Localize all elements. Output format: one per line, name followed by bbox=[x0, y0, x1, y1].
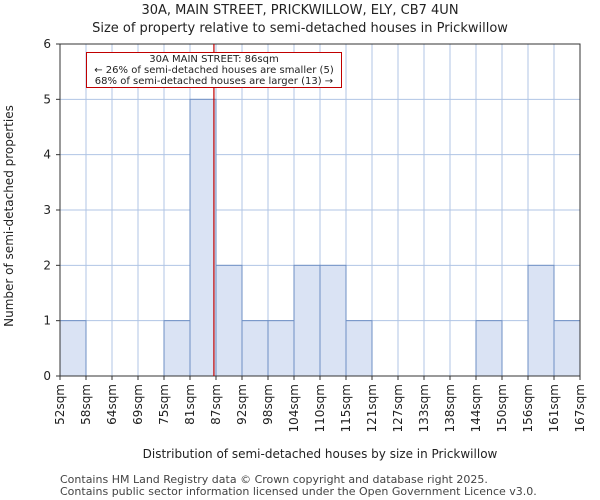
x-tick-label: 64sqm bbox=[105, 384, 119, 425]
x-tick-label: 75sqm bbox=[157, 384, 171, 425]
x-tick-label: 110sqm bbox=[313, 384, 327, 432]
x-tick-label: 92sqm bbox=[235, 384, 249, 425]
x-tick-label: 127sqm bbox=[391, 384, 405, 432]
histogram-bar bbox=[527, 264, 555, 377]
histogram-bar bbox=[189, 98, 217, 377]
histogram-bar bbox=[267, 320, 295, 377]
x-tick-label: 121sqm bbox=[365, 384, 379, 432]
x-tick-label: 58sqm bbox=[79, 384, 93, 425]
property-annotation-box: 30A MAIN STREET: 86sqm ← 26% of semi-det… bbox=[86, 52, 342, 88]
x-tick-label: 156sqm bbox=[521, 384, 535, 432]
y-tick-label: 4 bbox=[43, 148, 51, 162]
histogram-bar bbox=[319, 264, 347, 377]
x-tick-label: 167sqm bbox=[573, 384, 587, 432]
y-tick-label: 1 bbox=[43, 314, 51, 328]
x-tick-label: 69sqm bbox=[131, 384, 145, 425]
x-tick-label: 133sqm bbox=[417, 384, 431, 432]
x-tick-label: 144sqm bbox=[469, 384, 483, 432]
histogram-bar bbox=[553, 320, 581, 377]
x-tick-label: 52sqm bbox=[53, 384, 67, 425]
y-tick-label: 6 bbox=[43, 37, 51, 51]
y-tick-label: 5 bbox=[43, 92, 51, 106]
x-tick-label: 98sqm bbox=[261, 384, 275, 425]
footer-licence: Contains public sector information licen… bbox=[60, 485, 537, 498]
chart-subtitle: Size of property relative to semi-detach… bbox=[92, 21, 508, 36]
x-axis-label: Distribution of semi-detached houses by … bbox=[143, 447, 498, 461]
histogram-bar bbox=[475, 320, 503, 377]
x-tick-label: 161sqm bbox=[547, 384, 561, 432]
histogram-bar bbox=[241, 320, 269, 377]
y-axis-label: Number of semi-detached properties bbox=[2, 105, 16, 327]
x-tick-label: 150sqm bbox=[495, 384, 509, 432]
y-tick-label: 3 bbox=[43, 203, 51, 217]
x-tick-label: 104sqm bbox=[287, 384, 301, 432]
y-tick-label: 0 bbox=[43, 369, 51, 383]
x-tick-label: 81sqm bbox=[183, 384, 197, 425]
histogram-bar bbox=[215, 264, 243, 377]
x-tick-label: 138sqm bbox=[443, 384, 457, 432]
annotation-line-larger: 68% of semi-detached houses are larger (… bbox=[94, 76, 334, 87]
histogram-bar bbox=[163, 320, 191, 377]
annotation-line-property: 30A MAIN STREET: 86sqm bbox=[149, 54, 279, 65]
x-tick-label: 115sqm bbox=[339, 384, 353, 432]
histogram-bar bbox=[345, 320, 373, 377]
histogram-bar bbox=[293, 264, 321, 377]
annotation-line-smaller: ← 26% of semi-detached houses are smalle… bbox=[94, 65, 334, 76]
chart-title: 30A, MAIN STREET, PRICKWILLOW, ELY, CB7 … bbox=[141, 3, 459, 18]
x-tick-label: 87sqm bbox=[209, 384, 223, 425]
histogram-bar bbox=[59, 320, 87, 377]
y-tick-label: 2 bbox=[43, 258, 51, 272]
footer-copyright: Contains HM Land Registry data © Crown c… bbox=[60, 473, 488, 486]
